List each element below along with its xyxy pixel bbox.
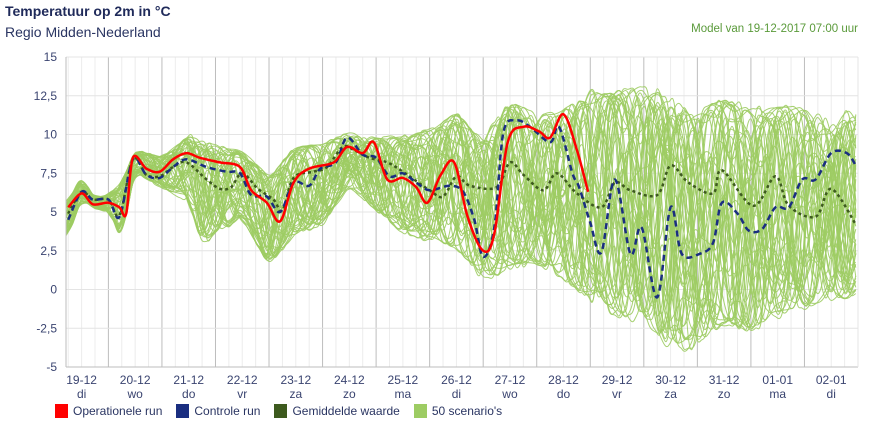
legend-swatch-darkgreen xyxy=(274,404,288,418)
x-tick-date: 31-12 xyxy=(709,373,740,387)
scenario-line xyxy=(65,121,857,340)
legend-item-mean[interactable]: Gemiddelde waarde xyxy=(274,404,400,418)
scenario-line xyxy=(65,97,857,317)
legend-label: Controle run xyxy=(194,404,261,418)
scenario-line xyxy=(65,92,857,332)
y-tick-label: 0 xyxy=(50,283,57,297)
x-tick-day: di xyxy=(452,387,461,401)
scenario-line xyxy=(65,90,857,296)
x-tick-date: 01-01 xyxy=(762,373,793,387)
grid xyxy=(66,56,859,368)
chart-title: Temperatuur op 2m in °C xyxy=(5,3,171,19)
x-tick-day: do xyxy=(182,387,196,401)
y-tick-label: 5 xyxy=(50,205,57,219)
chart-subtitle: Regio Midden-Nederland xyxy=(5,24,161,40)
x-tick-day: vr xyxy=(237,387,247,401)
scenario-line xyxy=(65,110,857,352)
x-tick-date: 28-12 xyxy=(548,373,579,387)
x-tick-day: zo xyxy=(343,387,356,401)
y-tick-label: 2,5 xyxy=(40,244,57,258)
x-tick-date: 27-12 xyxy=(495,373,526,387)
y-tick-label: -2,5 xyxy=(36,321,57,335)
x-tick-day: zo xyxy=(718,387,731,401)
x-tick-day: za xyxy=(289,387,302,401)
x-tick-date: 25-12 xyxy=(388,373,419,387)
legend-item-operational[interactable]: Operationele run xyxy=(55,404,162,418)
x-tick-date: 24-12 xyxy=(334,373,365,387)
scenario-line xyxy=(65,94,857,348)
x-tick-date: 30-12 xyxy=(655,373,686,387)
x-tick-day: wo xyxy=(501,387,518,401)
y-tick-label: 15 xyxy=(44,50,58,64)
legend-swatch-lightgreen xyxy=(413,404,427,418)
y-tick-label: -5 xyxy=(46,360,57,374)
x-tick-date: 22-12 xyxy=(227,373,258,387)
x-tick-day: di xyxy=(77,387,86,401)
x-tick-date: 21-12 xyxy=(173,373,204,387)
x-tick-day: ma xyxy=(395,387,412,401)
x-tick-day: za xyxy=(664,387,677,401)
scenario-line xyxy=(65,117,857,330)
x-tick-date: 02-01 xyxy=(816,373,847,387)
scenario-line xyxy=(65,106,857,325)
y-tick-label: 7,5 xyxy=(40,166,57,180)
model-run-label: Model van 19-12-2017 07:00 uur xyxy=(691,23,858,35)
x-tick-day: do xyxy=(557,387,571,401)
x-tick-date: 29-12 xyxy=(602,373,633,387)
operational-run-line xyxy=(67,113,590,254)
main-series xyxy=(67,113,857,299)
x-tick-day: ma xyxy=(769,387,786,401)
x-tick-date: 19-12 xyxy=(66,373,97,387)
y-tick-label: 12,5 xyxy=(34,89,58,103)
x-tick-day: di xyxy=(827,387,836,401)
x-tick-date: 23-12 xyxy=(280,373,311,387)
scenario-line xyxy=(65,94,857,300)
y-tick-label: 10 xyxy=(44,128,58,142)
scenario-line xyxy=(65,87,857,298)
legend-label: Operationele run xyxy=(73,404,163,418)
mean-line xyxy=(67,144,857,226)
axes: 1512,5107,552,50-2,5-519-12di20-12wo21-1… xyxy=(34,50,859,401)
legend-label: Gemiddelde waarde xyxy=(292,404,400,418)
legend-swatch-red xyxy=(55,404,68,418)
scenario-line xyxy=(65,88,857,338)
x-tick-day: vr xyxy=(612,387,622,401)
x-tick-date: 26-12 xyxy=(441,373,472,387)
legend: Operationele run Controle run Gemiddelde… xyxy=(55,404,502,418)
legend-label: 50 scenario's xyxy=(431,404,503,418)
legend-item-scenarios[interactable]: 50 scenario's xyxy=(413,404,503,418)
scenario-line xyxy=(65,115,857,319)
scenario-line xyxy=(65,88,857,344)
scenario-line xyxy=(65,90,857,309)
x-tick-date: 20-12 xyxy=(120,373,151,387)
control-run-line xyxy=(67,118,857,299)
scenario-lines xyxy=(65,86,857,352)
scenario-line xyxy=(65,117,857,344)
legend-item-control[interactable]: Controle run xyxy=(176,404,260,418)
x-tick-day: wo xyxy=(126,387,143,401)
legend-swatch-navy xyxy=(176,404,190,418)
